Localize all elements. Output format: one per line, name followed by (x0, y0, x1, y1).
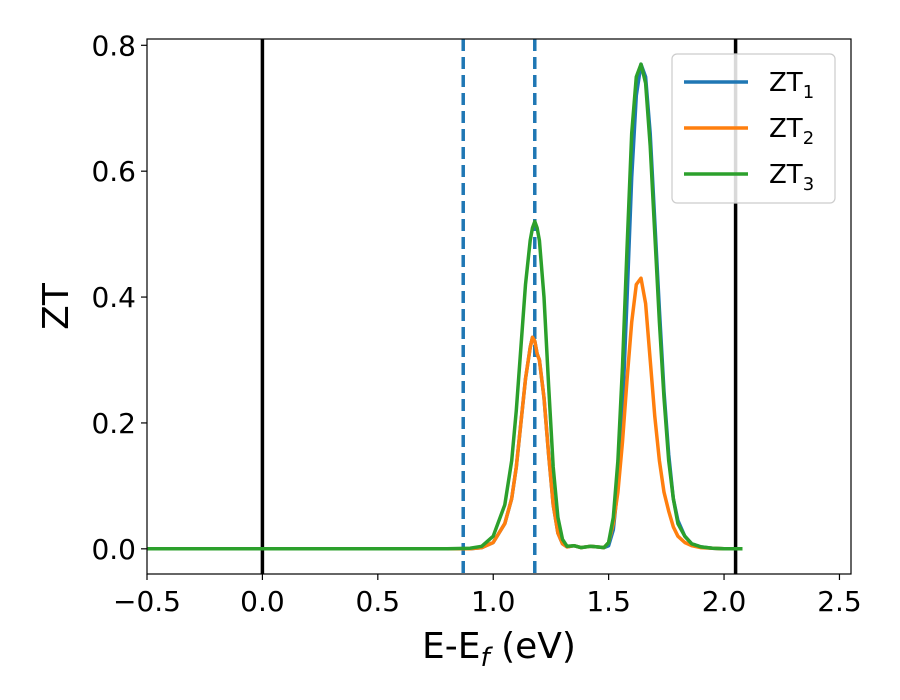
x-axis-label-main: E-E (422, 626, 480, 667)
series-line-2 (147, 276, 743, 551)
series-lines (147, 62, 743, 551)
x-tick-label: 1.0 (471, 585, 516, 618)
x-tick-label: 1.5 (586, 585, 631, 618)
x-axis-ticks: −0.5 0.0 0.5 1.0 1.5 2.0 2.5 (113, 574, 862, 618)
y-axis-label: ZT (36, 282, 77, 330)
y-axis-ticks: 0.0 0.2 0.4 0.6 0.8 (91, 29, 147, 566)
y-tick-label: 0.8 (91, 29, 136, 62)
x-axis-label-unit: (eV) (490, 626, 576, 667)
y-tick-label: 0.2 (91, 407, 136, 440)
series-line-3 (147, 62, 743, 551)
y-tick-label: 0.0 (91, 533, 136, 566)
x-axis-label: E-Ef (eV) (422, 626, 576, 673)
x-tick-label: 0.5 (356, 585, 401, 618)
legend-label-sub: 1 (803, 82, 814, 103)
legend-label-main: ZT (769, 114, 803, 144)
series-line-1 (147, 62, 743, 551)
x-tick-label: 2.5 (817, 585, 862, 618)
plot-frame (146, 38, 852, 575)
y-tick-label: 0.6 (91, 155, 136, 188)
legend-label-2: ZT2 (769, 114, 814, 149)
legend-label-main: ZT (769, 160, 803, 190)
x-tick-label: 2.0 (702, 585, 747, 618)
legend-label-3: ZT3 (769, 160, 814, 195)
legend-label-sub: 3 (803, 174, 814, 195)
legend-box (671, 53, 836, 204)
x-tick-label: −0.5 (113, 585, 181, 618)
legend-label-1: ZT1 (769, 68, 814, 103)
y-tick-label: 0.4 (91, 281, 136, 314)
legend-label-main: ZT (769, 68, 803, 98)
legend-label-sub: 2 (803, 128, 814, 149)
x-tick-label: 0.0 (240, 585, 285, 618)
